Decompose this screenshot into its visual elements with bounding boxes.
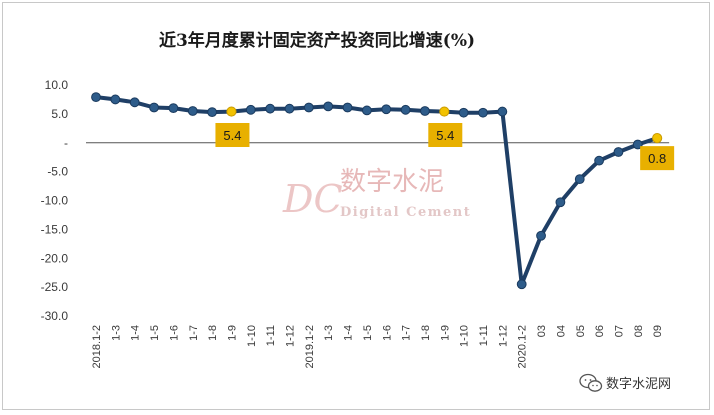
- x-tick-label: 09: [652, 325, 664, 337]
- watermark-logo: DC: [282, 177, 343, 221]
- data-point: [323, 101, 334, 112]
- data-point: [91, 92, 101, 103]
- x-tick-label: 1-4: [130, 325, 142, 341]
- x-tick-label: 1-11: [265, 325, 277, 346]
- y-tick-label: -5.0: [47, 165, 68, 179]
- x-tick-label: 1-8: [207, 325, 219, 341]
- data-point: [420, 106, 430, 116]
- data-point: [400, 104, 411, 115]
- x-tick-label: 2018.1-2: [91, 325, 103, 368]
- y-tick-label: -25.0: [41, 280, 69, 294]
- data-point: [245, 104, 256, 115]
- data-label: 5.4: [436, 128, 454, 143]
- x-tick-label: 1-5: [362, 325, 374, 341]
- y-tick-label: -: [64, 136, 68, 150]
- data-label-box: [640, 146, 675, 171]
- x-tick-label: 1-3: [110, 325, 122, 341]
- x-tick-label: 06: [594, 325, 606, 337]
- data-point: [284, 103, 295, 114]
- data-point: [478, 107, 488, 118]
- x-tick-label: 1-7: [188, 325, 200, 341]
- data-point: [207, 107, 218, 118]
- data-point: [555, 197, 566, 208]
- y-axis-tick-labels: 10.0 5.0 - -5.0 -10.0 -15.0 -20.0 -25.0 -30.0: [41, 78, 69, 323]
- x-tick-label: 1-11: [478, 325, 490, 346]
- data-point: [362, 105, 372, 116]
- x-tick-label: 1-3: [323, 325, 335, 341]
- wechat-icon: [579, 373, 603, 392]
- x-tick-label: 05: [575, 325, 587, 337]
- x-tick-label: 2020.1-2: [517, 325, 529, 368]
- data-point: [613, 147, 624, 157]
- x-tick-label: 1-6: [168, 325, 180, 341]
- y-tick-label: -20.0: [41, 251, 69, 265]
- x-tick-label: 08: [633, 325, 645, 337]
- highlighted-point: [439, 106, 450, 117]
- watermark-name-cn: 数字水泥: [340, 167, 444, 197]
- chart-frame: [2, 2, 710, 410]
- data-point: [536, 230, 546, 241]
- data-point: [265, 103, 276, 114]
- x-tick-label: 2019.1-2: [304, 325, 316, 368]
- data-label-box: [215, 123, 250, 147]
- data-point: [574, 174, 585, 185]
- x-tick-label: 04: [555, 325, 567, 337]
- x-tick-label: 1-10: [246, 325, 258, 347]
- data-label: 0.8: [648, 151, 666, 166]
- x-tick-label: 1-5: [149, 325, 161, 341]
- data-point: [632, 139, 643, 150]
- data-point: [303, 102, 314, 113]
- data-point: [187, 106, 198, 116]
- data-point: [129, 97, 140, 108]
- x-axis-tick-labels: 2018.1-2 1-3 1-4 1-5 1-6 1-7 1-8 1-9 1-10 1-11 1-1…: [91, 325, 664, 368]
- y-tick-label: 10.0: [45, 78, 69, 92]
- data-markers: [91, 92, 663, 290]
- x-tick-label: 07: [613, 325, 625, 337]
- highlighted-point: [226, 106, 237, 117]
- y-tick-label: -10.0: [41, 194, 69, 208]
- highlighted-point: [652, 133, 663, 144]
- x-tick-label: 03: [536, 325, 548, 337]
- x-tick-label: 1-9: [226, 325, 238, 341]
- x-tick-label: 1-12: [285, 325, 297, 347]
- x-tick-label: 1-9: [439, 325, 451, 341]
- data-point: [342, 102, 353, 113]
- x-tick-label: 1-7: [401, 325, 413, 341]
- data-point: [516, 279, 527, 290]
- data-point: [594, 155, 604, 166]
- x-tick-label: 1-4: [343, 325, 355, 341]
- y-tick-label: -30.0: [41, 309, 69, 323]
- footer-text: 数字水泥网: [606, 377, 671, 392]
- y-tick-label: -15.0: [41, 222, 69, 236]
- y-tick-label: 5.0: [51, 107, 68, 121]
- x-tick-label: 1-6: [381, 325, 393, 341]
- data-point: [149, 102, 159, 113]
- data-label-box: [428, 123, 463, 147]
- chart-title: 近3年月度累计固定资产投资同比增速(%): [159, 30, 475, 51]
- data-label: 5.4: [223, 128, 241, 143]
- data-labels: 5.4 5.4 0.8: [215, 123, 675, 171]
- watermark-name-en: Digital Cement: [340, 205, 471, 220]
- x-tick-label: 1-12: [497, 325, 509, 347]
- data-point: [168, 103, 179, 113]
- x-tick-label: 1-10: [459, 325, 471, 347]
- x-tick-label: 1-8: [420, 325, 432, 341]
- data-point: [458, 107, 469, 118]
- data-point: [381, 104, 392, 115]
- data-point: [110, 94, 121, 105]
- footer: 数字水泥网: [579, 373, 671, 392]
- watermark: DC 数字水泥 Digital Cement: [282, 167, 471, 221]
- data-point: [497, 106, 508, 117]
